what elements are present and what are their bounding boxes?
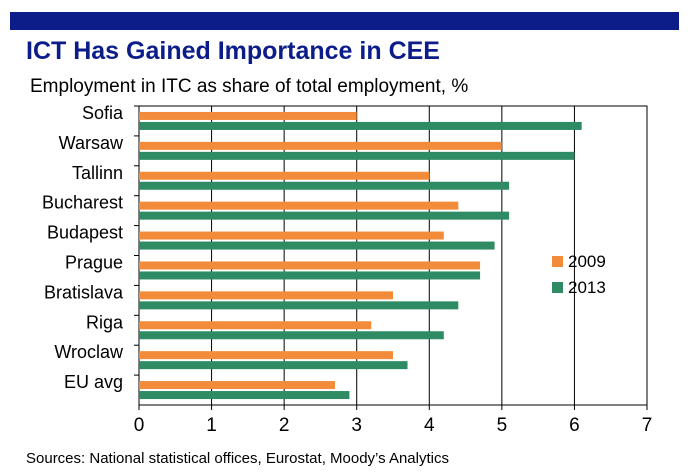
- bar-2013-sofia: [139, 121, 582, 130]
- category-label: Riga: [86, 312, 124, 332]
- bar-2009-bratislava: [139, 291, 393, 300]
- bar-2013-riga: [139, 331, 444, 340]
- bar-2013-warsaw: [139, 151, 575, 160]
- bar-2009-bucharest: [139, 201, 459, 210]
- bar-2009-riga: [139, 321, 372, 330]
- legend-item-2013: 2013: [552, 278, 606, 298]
- category-label: Warsaw: [59, 133, 124, 153]
- category-label: Sofia: [82, 103, 124, 123]
- x-tick-label: 1: [206, 415, 217, 436]
- legend-label-2009: 2009: [568, 252, 606, 271]
- x-tick-label: 5: [497, 415, 508, 436]
- legend-swatch-2013: [552, 282, 563, 293]
- source-note: Sources: National statistical offices, E…: [26, 450, 449, 467]
- bar-2009-sofia: [139, 111, 357, 120]
- bar-2009-warsaw: [139, 141, 502, 150]
- bar-2013-prague: [139, 271, 481, 280]
- category-label: Prague: [65, 252, 123, 272]
- x-tick-label: 4: [424, 415, 435, 436]
- category-label: EU avg: [64, 372, 123, 392]
- brand-bar: [10, 12, 679, 30]
- x-tick-label: 2: [279, 415, 290, 436]
- category-label: Bratislava: [44, 282, 124, 302]
- bar-2013-budapest: [139, 241, 495, 250]
- bar-2013-wroclaw: [139, 361, 408, 370]
- bar-2009-eu-avg: [139, 381, 335, 390]
- category-label: Tallinn: [72, 163, 123, 183]
- category-label: Wroclaw: [54, 342, 124, 362]
- bar-2009-budapest: [139, 231, 444, 240]
- legend-label-2013: 2013: [568, 278, 606, 297]
- legend-item-2009: 2009: [552, 252, 606, 272]
- bar-2009-tallinn: [139, 171, 430, 180]
- bar-2013-eu-avg: [139, 391, 350, 400]
- category-label: Bucharest: [42, 193, 123, 213]
- bar-2013-bucharest: [139, 211, 510, 220]
- category-label: Budapest: [47, 223, 123, 243]
- bar-2009-prague: [139, 261, 481, 270]
- x-tick-label: 3: [351, 415, 362, 436]
- bar-2013-tallinn: [139, 181, 510, 190]
- legend-swatch-2009: [552, 256, 563, 267]
- x-tick-label: 0: [134, 415, 145, 436]
- page-title: ICT Has Gained Importance in CEE: [26, 37, 440, 65]
- chart-subtitle: Employment in ITC as share of total empl…: [30, 76, 469, 97]
- x-tick-label: 7: [642, 415, 653, 436]
- x-tick-label: 6: [569, 415, 580, 436]
- bar-2013-bratislava: [139, 301, 459, 310]
- bar-2009-wroclaw: [139, 351, 393, 360]
